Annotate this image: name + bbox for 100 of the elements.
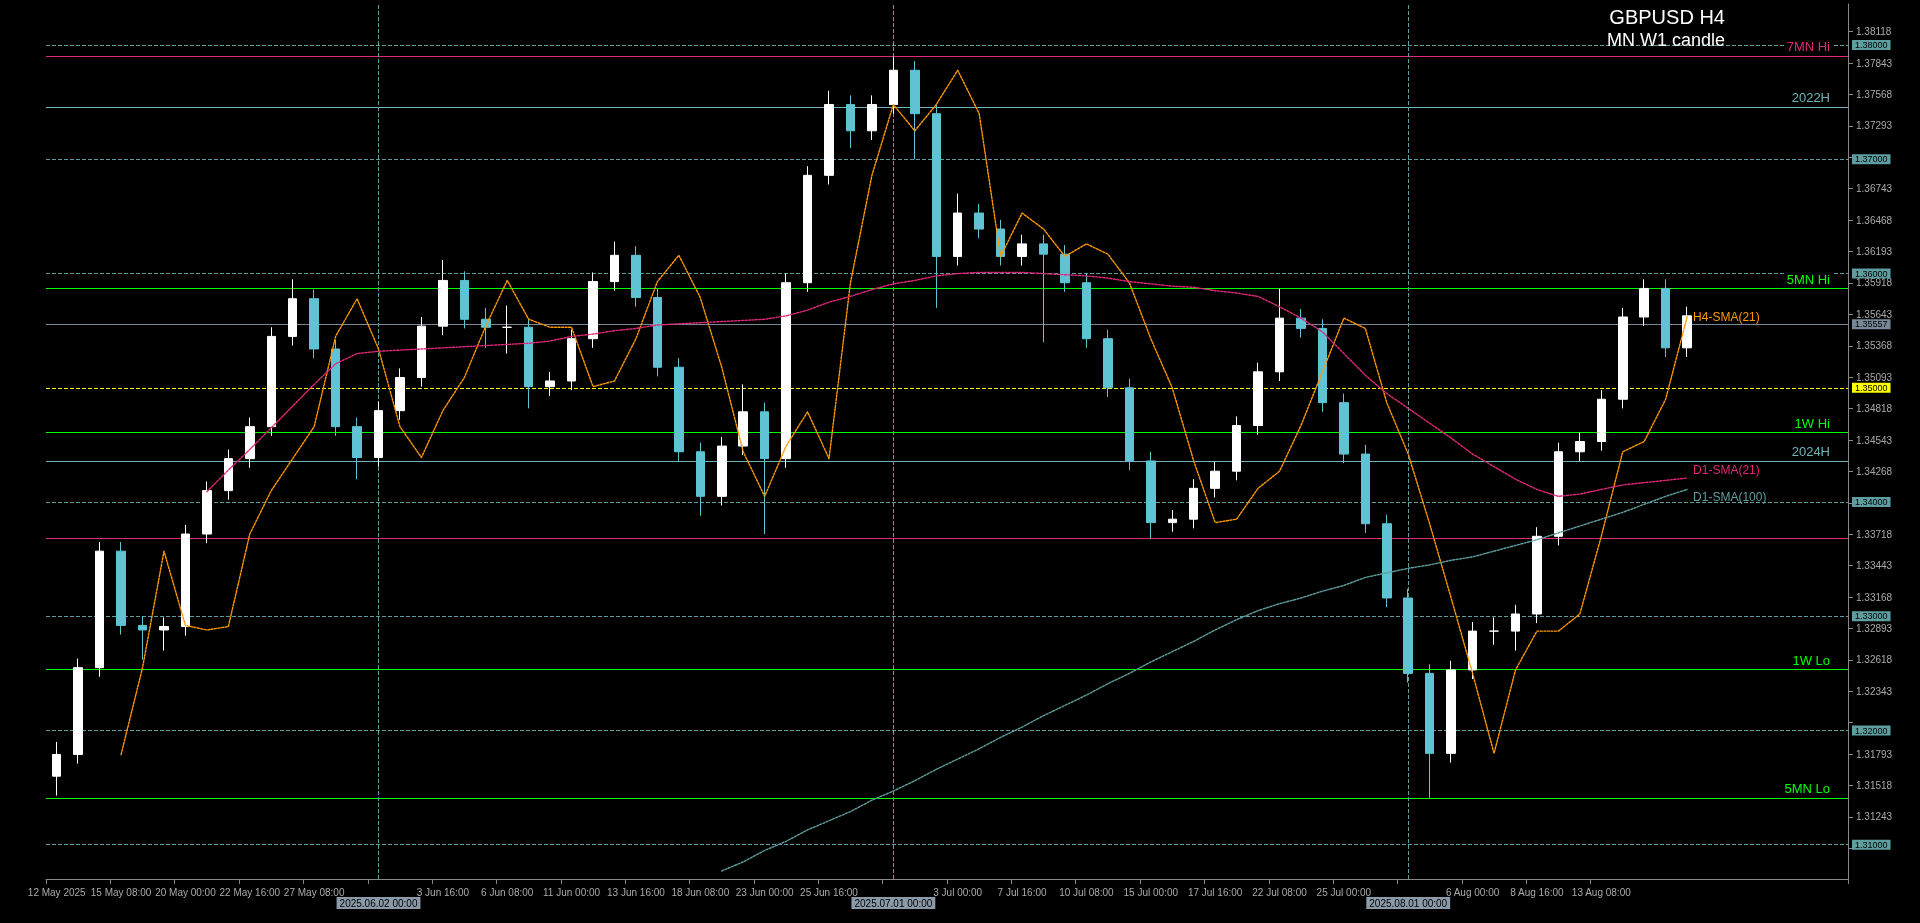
y-tick-label: 1.37843 [1856, 57, 1893, 69]
candlestick [1682, 306, 1692, 358]
x-tick-label: 6 Aug 00:00 [1445, 886, 1500, 898]
candlestick [1468, 621, 1477, 680]
candlestick [95, 541, 104, 678]
y-tick-label: 1.38118 [1856, 26, 1892, 38]
y-tick-label: 1.32618 [1856, 654, 1893, 666]
x-tick-label: 25 Jul 00:00 [1316, 886, 1372, 898]
y-tick-label: 1.36743 [1856, 183, 1893, 195]
candlestick [1060, 244, 1070, 293]
candlestick [1446, 660, 1456, 763]
candlestick [1425, 663, 1434, 799]
ref-line-label: 1.35000 [1855, 382, 1888, 393]
candlestick [910, 60, 920, 160]
candlestick [1168, 509, 1177, 533]
ref-line-label: 1.37000 [1855, 154, 1888, 165]
candlestick [1210, 461, 1220, 498]
x-tick-label: 2025.07.01 00:00 [854, 897, 933, 909]
x-tick-label: 22 Jul 08:00 [1252, 886, 1308, 898]
ref-line-label: 1.33000 [1855, 611, 1888, 622]
y-tick-label: 1.35643 [1856, 308, 1893, 320]
line-series [120, 69, 1688, 756]
candlestick [1639, 278, 1649, 327]
candlestick [567, 329, 576, 391]
candlestick [138, 615, 147, 661]
x-tick-label: 22 May 16:00 [219, 886, 281, 898]
x-tick-label: 11 Jun 00:00 [543, 886, 601, 898]
x-tick-label: 15 May 08:00 [90, 886, 152, 898]
y-tick-label: 1.32343 [1856, 685, 1893, 697]
candlestick [1125, 378, 1134, 471]
x-tick-label: 2025.08.01 00:00 [1369, 897, 1448, 909]
y-tick-label: 1.36468 [1856, 214, 1893, 226]
x-tick-label: 13 Aug 08:00 [1571, 886, 1632, 898]
candlestick [1296, 308, 1306, 339]
candlestick [460, 270, 469, 329]
candlestick [867, 94, 877, 141]
y-tick-label: 1.37568 [1856, 88, 1893, 100]
ref-line-label: 5MN Hi [1786, 271, 1831, 287]
candlestick [1403, 588, 1413, 684]
candlestick [202, 480, 212, 544]
y-tick-label: 1.31793 [1856, 748, 1893, 760]
ref-line-label: 1.34000 [1855, 497, 1888, 508]
x-tick-label: 6 Jun 08:00 [481, 886, 534, 898]
candlestick [116, 541, 126, 636]
candlestick [610, 241, 619, 292]
ref-line-label: 2022H [1791, 90, 1830, 106]
candlestick [73, 658, 83, 765]
candlestick [374, 401, 383, 468]
candlestick [1361, 444, 1370, 534]
y-tick-label: 1.34543 [1856, 434, 1893, 446]
series-label: D1-SMA(100) [1693, 490, 1767, 505]
candlestick [1661, 278, 1670, 358]
candlestick [1189, 478, 1198, 529]
x-tick-label: 13 Jun 16:00 [607, 886, 666, 898]
y-tick-label: 1.33443 [1856, 560, 1893, 572]
ref-line-label: 1.36000 [1855, 268, 1888, 279]
chart-title: GBPUSD H4 [1609, 6, 1725, 28]
y-tick-label: 1.37293 [1856, 120, 1893, 132]
candlestick [288, 278, 297, 347]
y-tick-label: 1.32893 [1856, 622, 1893, 634]
candlestick [932, 104, 941, 309]
candlestick [1103, 329, 1113, 398]
candlestick [803, 165, 812, 293]
y-tick-label: 1.33718 [1856, 528, 1893, 540]
candlestick [631, 245, 641, 308]
x-tick-label: 17 Jul 16:00 [1187, 886, 1243, 898]
y-tick-label: 1.33168 [1856, 591, 1893, 603]
candlestick [1554, 442, 1563, 546]
candlestick [181, 524, 190, 637]
candlestick [738, 383, 748, 456]
candlestick [545, 371, 555, 397]
candlestick [1489, 616, 1499, 646]
x-tick-label: 3 Jun 16:00 [416, 886, 470, 898]
x-tick-label: 2025.06.02 00:00 [339, 897, 418, 909]
candlestick [824, 90, 834, 185]
candlestick [309, 289, 319, 359]
candlestick [889, 56, 898, 115]
candlestick [1275, 287, 1284, 382]
candlestick [267, 326, 276, 437]
candlestick [1339, 393, 1349, 464]
candlestick [781, 273, 791, 469]
candlestick [846, 94, 855, 149]
y-tick-label: 1.35093 [1856, 371, 1893, 383]
y-tick-label: 1.35918 [1856, 277, 1893, 289]
candlestick [1039, 234, 1048, 343]
candlestick [653, 287, 662, 377]
candlestick [1017, 234, 1027, 267]
x-tick-label: 3 Jul 00:00 [933, 886, 983, 898]
x-tick-label: 12 May 2025 [27, 886, 87, 898]
candlestick [674, 357, 684, 462]
candlestick [1146, 451, 1156, 540]
candlestick [417, 316, 426, 388]
candlestick [1511, 604, 1520, 652]
x-tick-label: 8 Aug 16:00 [1510, 886, 1565, 898]
candlestick [159, 616, 169, 652]
candlestick [438, 259, 448, 336]
candlestick [1618, 307, 1628, 409]
candlestick [717, 436, 727, 506]
candlestick [52, 741, 61, 797]
series-label: D1-SMA(21) [1693, 463, 1760, 478]
